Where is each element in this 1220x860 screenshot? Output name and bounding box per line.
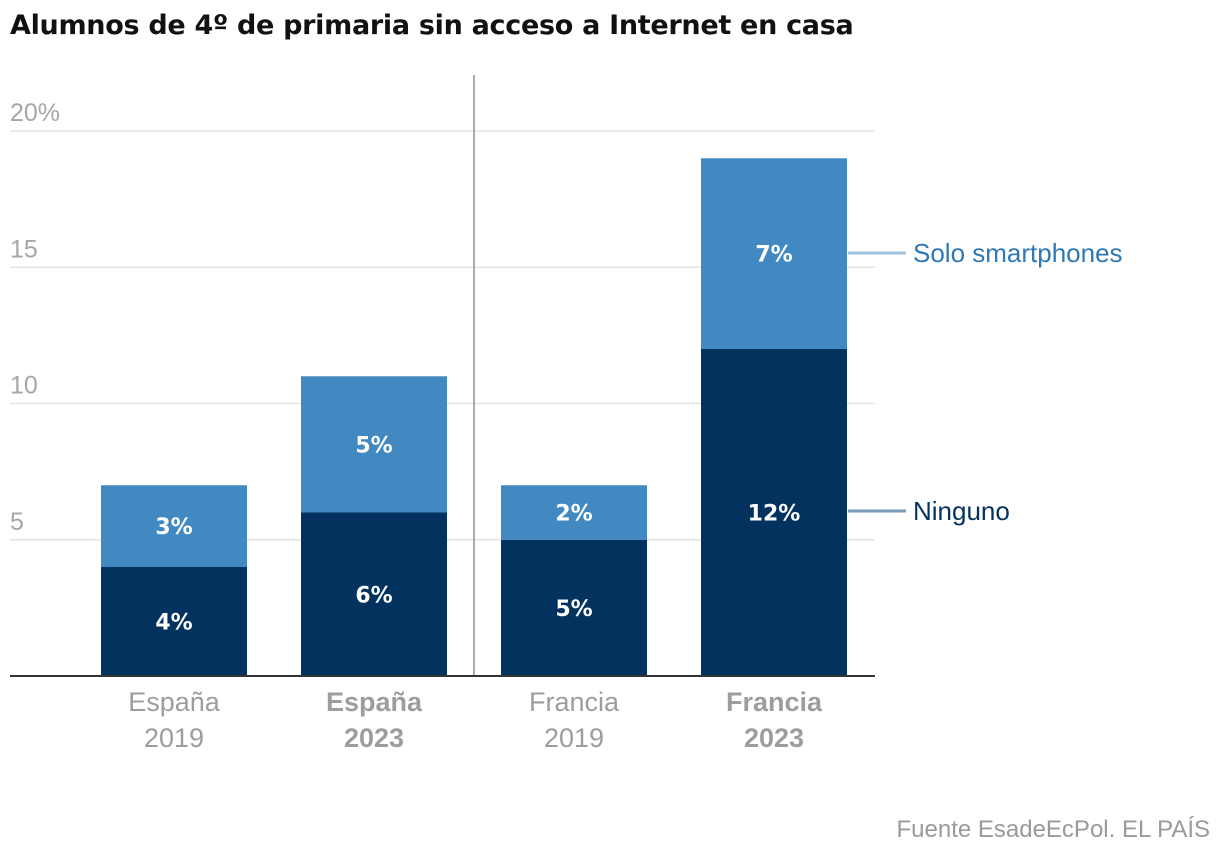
y-tick-label: 5 — [10, 508, 24, 536]
legend-label-smartphones: Solo smartphones — [913, 238, 1123, 268]
x-category-label: España — [326, 687, 423, 717]
x-category-label: Francia — [529, 687, 620, 717]
bar-ninguno — [301, 512, 447, 676]
bar-value-label: 5% — [355, 433, 392, 458]
x-category-label: Francia — [726, 687, 823, 717]
bar-value-label: 6% — [355, 583, 392, 608]
bar-value-label: 4% — [155, 611, 192, 636]
y-tick-label: 15 — [10, 235, 38, 263]
x-axis-labels: España 2019 España 2023 Francia 2019 Francia 20… — [128, 687, 823, 753]
x-category-year: 2019 — [544, 723, 604, 753]
x-category-year: 2019 — [144, 723, 204, 753]
bar-smartphones — [101, 485, 247, 567]
bars — [101, 158, 847, 676]
x-category-year: 2023 — [344, 723, 404, 753]
y-tick-label: 10 — [10, 372, 38, 400]
bar-value-label: 3% — [155, 515, 192, 540]
legend-label-ninguno: Ninguno — [913, 496, 1010, 526]
bar-ninguno — [101, 567, 247, 676]
y-axis-ticks: 5 10 15 20% — [10, 99, 60, 536]
y-tick-label: 20% — [10, 99, 60, 127]
legend: Solo smartphones Ninguno — [848, 238, 1123, 526]
bar-smartphones — [701, 158, 847, 349]
bar-value-label: 2% — [555, 502, 592, 527]
bar-value-label: 12% — [748, 502, 801, 527]
x-category-year: 2023 — [744, 723, 804, 753]
bar-value-label: 7% — [755, 243, 792, 268]
chart-title: Alumnos de 4º de primaria sin acceso a I… — [10, 10, 854, 41]
x-category-label: España — [128, 687, 221, 717]
bar-ninguno — [701, 349, 847, 676]
bar-ninguno — [501, 539, 647, 676]
bar-value-label: 5% — [555, 597, 592, 622]
source-note: Fuente EsadeEcPol. EL PAÍS — [896, 816, 1210, 843]
value-labels: 4% 3% 6% 5% 5% 2% 12% 7% — [155, 243, 800, 636]
bar-smartphones — [301, 376, 447, 513]
bar-smartphones — [501, 485, 647, 540]
